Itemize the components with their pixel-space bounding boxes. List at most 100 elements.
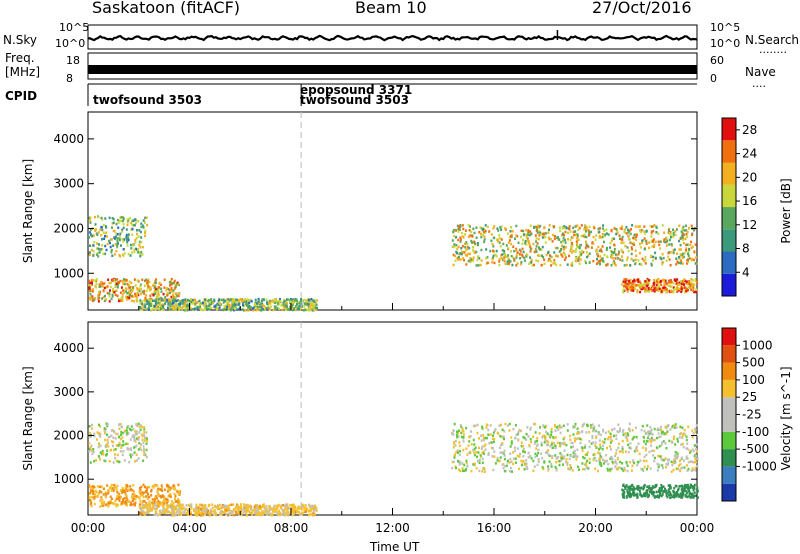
scatter-cell-1-2 [99, 290, 102, 294]
scatter-cell-2-1 [135, 430, 138, 433]
scatter-cell-2-4 [551, 456, 554, 460]
scatter-cell-2-5 [622, 489, 625, 492]
scatter-cell-1-4 [630, 246, 633, 249]
colorbar-segment-1-7 [722, 140, 736, 163]
scatter-cell-1-4 [621, 255, 624, 258]
scatter-cell-2-5 [637, 485, 640, 488]
scatter-cell-2-5 [660, 494, 663, 498]
scatter-cell-1-1 [122, 222, 125, 226]
colorbar-label-1-3: 12 [742, 218, 757, 232]
scatter-cell-2-4 [562, 457, 565, 460]
scatter-cell-1-4 [570, 263, 573, 266]
scatter-cell-2-3 [245, 503, 248, 507]
scatter-cell-2-4 [538, 432, 541, 435]
scatter-cell-2-3 [258, 505, 261, 509]
scatter-cell-2-4 [569, 454, 572, 458]
scatter-cell-2-4 [529, 426, 532, 430]
scatter-cell-2-2 [98, 485, 101, 489]
scatter-cell-1-5 [629, 287, 632, 290]
scatter-cell-2-5 [677, 487, 680, 491]
scatter-cell-1-3 [242, 303, 244, 307]
scatter-cell-2-4 [680, 456, 683, 459]
scatter-cell-2-4 [481, 427, 484, 430]
scatter-cell-2-3 [284, 508, 287, 511]
scatter-cell-2-4 [560, 426, 563, 429]
scatter-cell-2-4 [506, 461, 509, 464]
nsearch-bottom-tick: 10^0 [710, 37, 741, 50]
scatter-cell-2-4 [501, 428, 504, 432]
scatter-cell-2-4 [546, 443, 548, 447]
scatter-cell-2-3 [220, 513, 223, 516]
scatter-cell-1-4 [641, 241, 643, 244]
scatter-cell-1-4 [665, 240, 668, 244]
scatter-cell-1-2 [155, 281, 157, 285]
scatter-cell-2-2 [142, 483, 145, 487]
scatter-cell-1-2 [114, 279, 117, 282]
scatter-cell-1-4 [528, 243, 531, 246]
scatter-cell-1-3 [154, 306, 157, 309]
y-tick-label-2-1000: 1000 [53, 472, 84, 486]
scatter-cell-1-4 [665, 236, 668, 240]
scatter-cell-2-4 [661, 464, 664, 467]
scatter-cell-1-3 [245, 302, 248, 305]
scatter-cell-2-4 [576, 432, 579, 435]
scatter-cell-1-3 [231, 308, 233, 311]
scatter-cell-1-3 [262, 298, 265, 301]
scatter-cell-2-4 [499, 435, 502, 438]
scatter-cell-1-4 [625, 226, 628, 229]
scatter-cell-2-3 [240, 503, 243, 506]
scatter-cell-2-2 [121, 486, 124, 490]
scatter-cell-2-2 [126, 484, 129, 487]
scatter-cell-2-1 [93, 459, 96, 463]
scatter-cell-1-4 [618, 250, 621, 254]
scatter-cell-2-3 [244, 511, 247, 514]
scatter-cell-2-4 [482, 450, 485, 453]
scatter-cell-2-5 [669, 496, 672, 499]
scatter-cell-2-3 [273, 510, 276, 514]
scatter-cell-2-4 [686, 447, 689, 451]
scatter-cell-2-1 [97, 455, 100, 458]
scatter-cell-1-4 [527, 229, 530, 232]
scatter-cell-2-2 [104, 495, 107, 499]
scatter-cell-2-3 [312, 507, 315, 511]
scatter-cell-1-4 [454, 259, 457, 262]
colorbar-label-1-5: 20 [742, 170, 757, 184]
colorbar-segment-2-3 [722, 449, 736, 467]
scatter-cell-2-4 [588, 457, 591, 461]
scatter-cell-1-4 [634, 225, 637, 228]
scatter-cell-1-4 [634, 262, 637, 266]
scatter-cell-1-4 [498, 237, 501, 240]
scatter-cell-1-5 [641, 287, 644, 291]
scatter-cell-1-4 [575, 248, 578, 251]
scatter-cell-1-5 [647, 279, 650, 282]
scatter-cell-2-3 [279, 505, 282, 508]
scatter-cell-1-5 [623, 278, 626, 281]
scatter-cell-2-3 [181, 503, 184, 507]
scatter-cell-2-3 [187, 503, 190, 507]
scatter-cell-1-5 [660, 283, 663, 287]
scatter-cell-1-2 [136, 293, 139, 297]
scatter-cell-1-3 [234, 307, 236, 311]
scatter-cell-1-4 [489, 249, 492, 253]
scatter-cell-1-4 [657, 240, 660, 243]
scatter-cell-2-4 [543, 434, 546, 437]
scatter-cell-1-5 [690, 286, 693, 290]
scatter-cell-2-4 [505, 464, 508, 467]
scatter-cell-2-3 [279, 506, 282, 510]
scatter-cell-2-4 [581, 467, 584, 471]
scatter-cell-1-4 [600, 236, 602, 239]
scatter-cell-2-4 [693, 444, 696, 447]
scatter-cell-1-1 [110, 238, 113, 241]
scatter-cell-1-2 [136, 296, 139, 300]
scatter-cell-2-3 [283, 512, 286, 516]
scatter-cell-2-4 [526, 426, 529, 429]
scatter-cell-2-3 [182, 506, 185, 509]
scatter-cell-2-4 [536, 444, 539, 447]
scatter-cell-2-3 [209, 514, 211, 517]
scatter-cell-1-1 [117, 226, 120, 229]
scatter-cell-2-1 [93, 434, 96, 438]
scatter-cell-2-3 [249, 511, 251, 515]
scatter-cell-2-2 [150, 490, 153, 493]
scatter-cell-2-2 [168, 488, 171, 491]
scatter-cell-2-3 [224, 509, 227, 512]
